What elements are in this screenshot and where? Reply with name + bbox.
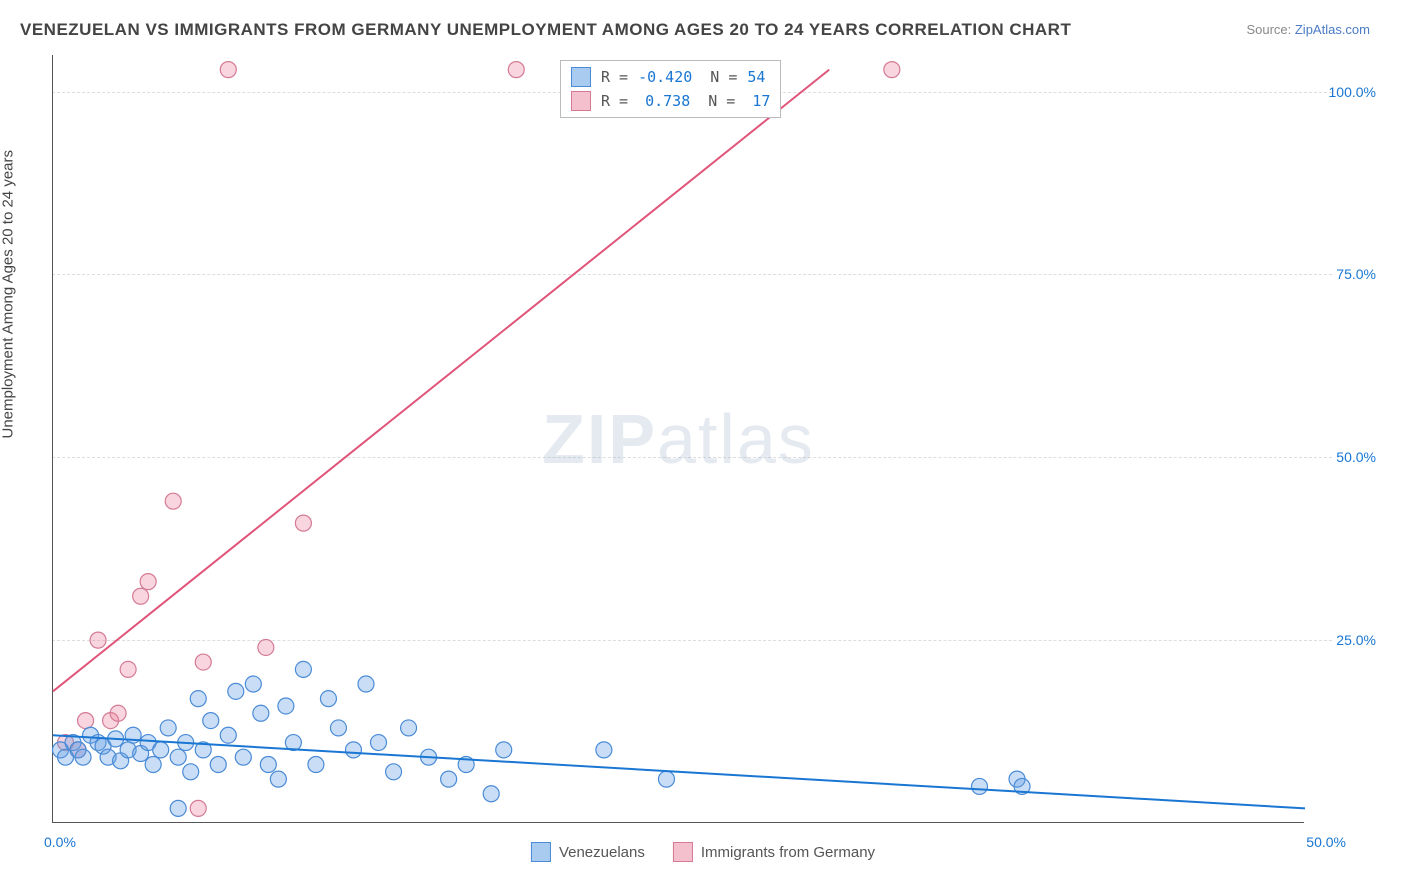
data-point	[203, 713, 219, 729]
data-point	[190, 691, 206, 707]
data-point	[245, 676, 261, 692]
data-point	[483, 786, 499, 802]
data-point	[270, 771, 286, 787]
data-point	[596, 742, 612, 758]
chart-plot-area: ZIPatlas	[52, 55, 1304, 823]
data-point	[145, 756, 161, 772]
data-point	[295, 661, 311, 677]
data-point	[140, 574, 156, 590]
data-point	[278, 698, 294, 714]
swatch-series-b-icon	[571, 91, 591, 111]
n-value-a: 54	[747, 68, 765, 86]
data-point	[133, 588, 149, 604]
source-prefix: Source:	[1246, 22, 1294, 37]
data-point	[496, 742, 512, 758]
data-point	[386, 764, 402, 780]
data-point	[165, 493, 181, 509]
data-point	[884, 62, 900, 78]
data-point	[971, 778, 987, 794]
data-point	[320, 691, 336, 707]
source-link[interactable]: ZipAtlas.com	[1295, 22, 1370, 37]
legend-swatch-b-icon	[673, 842, 693, 862]
correlation-row-a: R = -0.420 N = 54	[571, 65, 770, 89]
scatter-plot-svg	[53, 55, 1304, 822]
data-point	[295, 515, 311, 531]
y-tick-label: 50.0%	[1336, 449, 1376, 465]
data-point	[358, 676, 374, 692]
data-point	[228, 683, 244, 699]
data-point	[401, 720, 417, 736]
legend-item-a: Venezuelans	[531, 842, 645, 862]
y-tick-label: 100.0%	[1329, 84, 1376, 100]
bottom-legend: Venezuelans Immigrants from Germany	[531, 842, 875, 862]
data-point	[195, 654, 211, 670]
data-point	[235, 749, 251, 765]
regression-line	[53, 735, 1305, 808]
data-point	[75, 749, 91, 765]
data-point	[258, 639, 274, 655]
swatch-series-a-icon	[571, 67, 591, 87]
data-point	[308, 756, 324, 772]
correlation-stats-box: R = -0.420 N = 54 R = 0.738 N = 17	[560, 60, 781, 118]
data-point	[371, 735, 387, 751]
legend-label-a: Venezuelans	[559, 844, 645, 861]
data-point	[253, 705, 269, 721]
n-value-b: 17	[752, 92, 770, 110]
data-point	[160, 720, 176, 736]
data-point	[441, 771, 457, 787]
y-tick-label: 75.0%	[1336, 266, 1376, 282]
legend-item-b: Immigrants from Germany	[673, 842, 875, 862]
x-tick-1: 50.0%	[1306, 834, 1346, 850]
data-point	[508, 62, 524, 78]
data-point	[120, 661, 136, 677]
data-point	[330, 720, 346, 736]
y-tick-label: 25.0%	[1336, 632, 1376, 648]
y-axis-label: Unemployment Among Ages 20 to 24 years	[0, 150, 17, 439]
correlation-row-b: R = 0.738 N = 17	[571, 89, 770, 113]
regression-line	[53, 70, 829, 692]
legend-label-b: Immigrants from Germany	[701, 844, 875, 861]
n-label: N =	[710, 68, 737, 86]
r-value-b: 0.738	[645, 92, 690, 110]
r-label: R =	[601, 92, 628, 110]
data-point	[220, 727, 236, 743]
data-point	[90, 632, 106, 648]
data-point	[210, 756, 226, 772]
data-point	[220, 62, 236, 78]
data-point	[170, 749, 186, 765]
data-point	[110, 705, 126, 721]
data-point	[78, 713, 94, 729]
n-label: N =	[708, 92, 735, 110]
chart-title: VENEZUELAN VS IMMIGRANTS FROM GERMANY UN…	[20, 20, 1071, 40]
data-point	[170, 800, 186, 816]
data-point	[190, 800, 206, 816]
data-point	[260, 756, 276, 772]
r-value-a: -0.420	[638, 68, 692, 86]
data-point	[183, 764, 199, 780]
x-tick-0: 0.0%	[44, 834, 76, 850]
data-point	[153, 742, 169, 758]
source-attribution: Source: ZipAtlas.com	[1246, 22, 1370, 37]
r-label: R =	[601, 68, 628, 86]
data-point	[658, 771, 674, 787]
data-point	[345, 742, 361, 758]
legend-swatch-a-icon	[531, 842, 551, 862]
